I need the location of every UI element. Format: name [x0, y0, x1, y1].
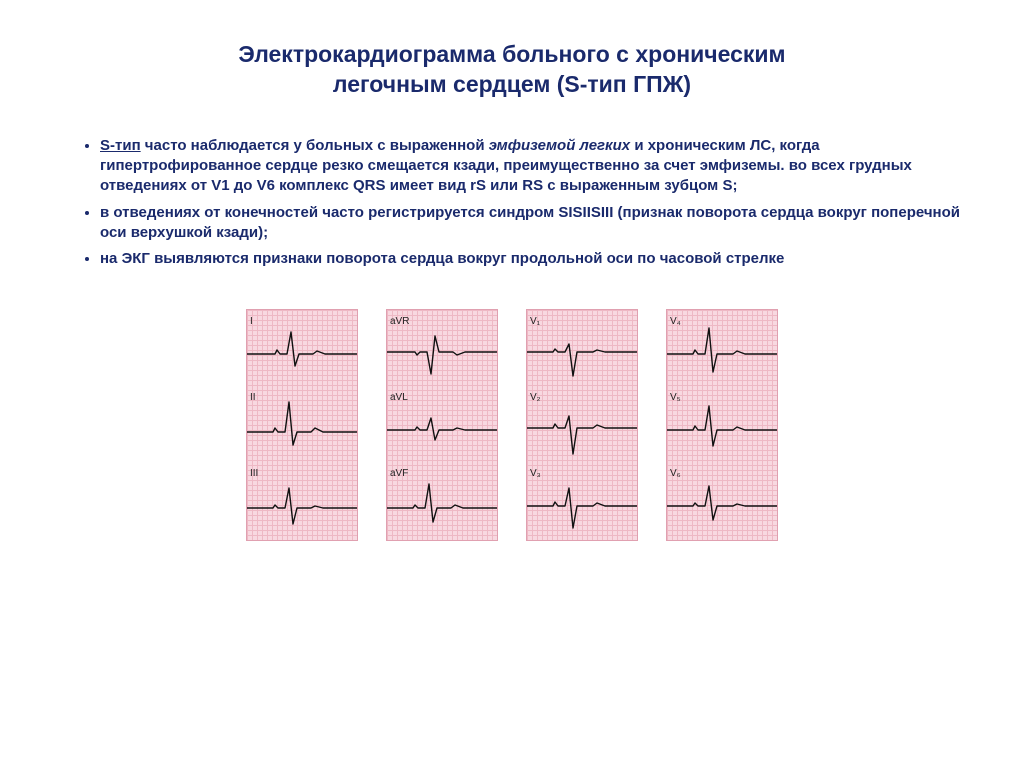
bullet-list: S-тип часто наблюдается у больных с выра…	[60, 136, 964, 270]
ecg-lead-label: V₁	[530, 316, 540, 327]
ecg-lead-row: V₄	[667, 314, 777, 386]
ecg-lead-row: II	[247, 390, 357, 462]
bullet-item: S-тип часто наблюдается у больных с выра…	[100, 136, 964, 197]
bullet-item: в отведениях от конечностей часто регист…	[100, 203, 964, 244]
ecg-lead-row: V₅	[667, 390, 777, 462]
ecg-trace	[527, 390, 637, 462]
ecg-trace	[527, 466, 637, 538]
bullet-text: часто наблюдается у больных с выраженной	[141, 137, 489, 154]
ecg-lead-label: V₆	[670, 468, 681, 479]
ecg-strip: aVR aVL aVF	[386, 309, 498, 541]
ecg-lead-label: I	[250, 316, 253, 327]
ecg-lead-row: aVR	[387, 314, 497, 386]
ecg-lead-row: V₂	[527, 390, 637, 462]
ecg-lead-label: II	[250, 392, 256, 403]
ecg-trace	[247, 314, 357, 386]
ecg-strip: V₁ V₂ V₃	[526, 309, 638, 541]
ecg-strip: IIIIII	[246, 309, 358, 541]
bullet-item: на ЭКГ выявляются признаки поворота серд…	[100, 249, 964, 269]
ecg-trace	[667, 314, 777, 386]
ecg-lead-label: III	[250, 468, 258, 479]
bullet-text: в отведениях от конечностей часто регист…	[100, 204, 960, 241]
ecg-lead-row: aVL	[387, 390, 497, 462]
ecg-row: IIIIIIaVRaVLaVFV₁V₂V₃V₄V₅V₆	[60, 309, 964, 541]
ecg-lead-row: I	[247, 314, 357, 386]
ecg-trace	[247, 390, 357, 462]
italic-term: эмфиземой легких	[489, 137, 630, 154]
ecg-lead-label: aVL	[390, 392, 408, 403]
ecg-lead-label: aVF	[390, 468, 408, 479]
ecg-strip: V₄ V₅ V₆	[666, 309, 778, 541]
ecg-lead-label: V₅	[670, 392, 681, 403]
bold-term: S-тип	[100, 137, 141, 154]
ecg-lead-label: V₄	[670, 316, 681, 327]
ecg-lead-row: V₆	[667, 466, 777, 538]
ecg-trace	[527, 314, 637, 386]
ecg-lead-row: aVF	[387, 466, 497, 538]
ecg-lead-label: V₃	[530, 468, 541, 479]
title-line-2: легочным сердцем (S-тип ГПЖ)	[333, 71, 691, 97]
ecg-trace	[667, 466, 777, 538]
ecg-trace	[247, 466, 357, 538]
ecg-lead-row: V₁	[527, 314, 637, 386]
ecg-lead-label: aVR	[390, 316, 409, 327]
ecg-lead-label: V₂	[530, 392, 541, 403]
bullet-text: на ЭКГ выявляются признаки поворота серд…	[100, 250, 784, 267]
title-line-1: Электрокардиограмма больного с хроническ…	[238, 41, 785, 67]
slide-title: Электрокардиограмма больного с хроническ…	[60, 40, 964, 100]
ecg-lead-row: V₃	[527, 466, 637, 538]
ecg-trace	[667, 390, 777, 462]
ecg-lead-row: III	[247, 466, 357, 538]
